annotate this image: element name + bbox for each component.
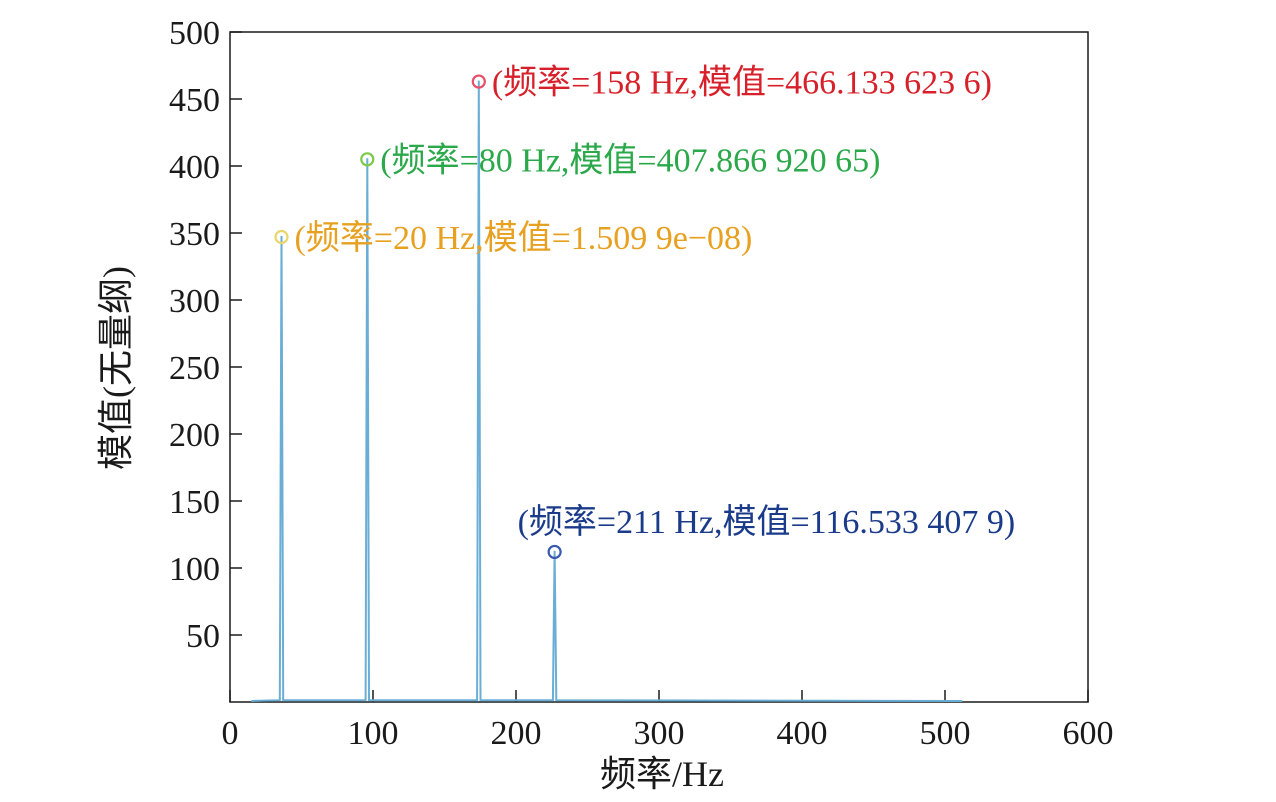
peak-label: (频率=211 Hz,模值=116.533 407 9) [518, 503, 1016, 541]
peak-marker [547, 544, 562, 560]
x-tick-label: 500 [920, 715, 971, 752]
x-tick-label: 200 [491, 715, 542, 752]
peak-marker [471, 74, 486, 89]
peak-marker [360, 152, 375, 167]
y-tick-label: 100 [169, 551, 220, 588]
x-tick-label: 600 [1063, 715, 1114, 752]
y-tick-label: 400 [169, 149, 220, 186]
plot-frame [229, 31, 1089, 703]
y-tick-label: 350 [169, 216, 220, 253]
x-tick-label: 100 [348, 715, 399, 752]
peak-label: (频率=80 Hz,模值=407.866 920 65) [380, 141, 880, 179]
x-tick-label: 400 [777, 715, 828, 752]
x-tick-label: 0 [222, 715, 239, 752]
x-axis-ticks: 0 100 200 300 400 500 600 [222, 690, 1114, 752]
y-tick-label: 50 [186, 618, 220, 655]
y-tick-label: 500 [169, 15, 220, 52]
x-tick-label: 300 [634, 715, 685, 752]
peak-marker [274, 229, 289, 245]
y-tick-label: 250 [169, 350, 220, 387]
y-tick-label: 450 [169, 82, 220, 119]
y-tick-label: 200 [169, 417, 220, 454]
x-axis-title: 频率/Hz [600, 754, 724, 794]
y-tick-label: 150 [169, 484, 220, 521]
peak-label: (频率=158 Hz,模值=466.133 623 6) [492, 64, 992, 102]
spectrum-line [251, 80, 963, 702]
y-axis-title: 模值(无量纲) [96, 266, 136, 470]
y-tick-label: 300 [169, 283, 220, 320]
peak-label: (频率=20 Hz,模值=1.509 9e−08) [294, 219, 752, 257]
spectrum-series [251, 80, 963, 702]
peak-annotations: (频率=20 Hz,模值=1.509 9e−08) (频率=80 Hz,模值=40… [274, 64, 1016, 560]
y-axis-ticks: 50 100 150 200 250 300 350 400 450 500 [169, 15, 242, 655]
